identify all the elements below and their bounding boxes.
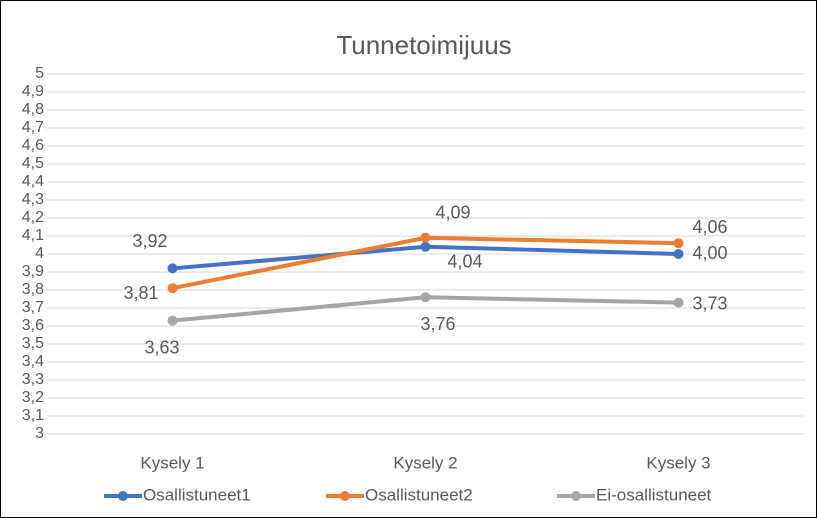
y-tick-label: 3,3 [22, 371, 44, 388]
point-marker [420, 292, 431, 303]
point-marker [420, 232, 431, 243]
y-tick-label: 3,2 [22, 389, 44, 406]
data-label: 3,92 [132, 231, 167, 251]
legend-label: Ei-osallistuneet [596, 485, 712, 504]
y-tick-label: 3,8 [22, 281, 44, 298]
data-label: 3,63 [145, 337, 180, 357]
x-tick-label: Kysely 3 [646, 453, 710, 472]
point-marker [167, 263, 178, 274]
chart-title: Tunnetoimijuus [336, 30, 511, 60]
point-marker [673, 297, 684, 308]
data-label: 4,04 [448, 252, 483, 272]
x-tick-label: Kysely 1 [140, 453, 204, 472]
y-tick-label: 3,5 [22, 335, 44, 352]
data-label: 3,81 [123, 283, 158, 303]
y-tick-label: 4,7 [22, 119, 44, 136]
y-tick-label: 4 [35, 245, 44, 262]
data-label: 3,73 [693, 293, 728, 313]
y-tick-label: 4,4 [22, 173, 44, 190]
y-tick-label: 3 [35, 425, 44, 442]
y-tick-label: 4,2 [22, 209, 44, 226]
y-tick-label: 4,6 [22, 137, 44, 154]
y-tick-label: 4,3 [22, 191, 44, 208]
y-tick-label: 3,6 [22, 317, 44, 334]
legend-marker [571, 491, 581, 501]
y-tick-label: 4,8 [22, 101, 44, 118]
legend-label: Osallistuneet2 [365, 485, 473, 504]
y-tick-label: 4,5 [22, 155, 44, 172]
data-label: 4,06 [693, 217, 728, 237]
point-marker [673, 249, 684, 259]
y-tick-label: 3,7 [22, 299, 44, 316]
y-tick-label: 3,1 [22, 407, 44, 424]
y-tick-label: 4,9 [22, 83, 44, 100]
y-tick-label: 4,1 [22, 227, 44, 244]
legend-marker [340, 491, 350, 501]
legend-marker [118, 491, 128, 501]
x-tick-label: Kysely 2 [393, 453, 457, 472]
data-label: 3,76 [421, 314, 456, 334]
point-marker [673, 238, 684, 249]
point-marker [420, 241, 431, 252]
y-tick-label: 5 [35, 65, 44, 82]
y-tick-label: 3,4 [22, 353, 44, 370]
data-label: 4,00 [693, 243, 728, 263]
y-tick-label: 3,9 [22, 263, 44, 280]
data-label: 4,09 [436, 203, 471, 223]
point-marker [167, 315, 178, 326]
point-marker [167, 283, 178, 294]
legend-label: Osallistuneet1 [143, 485, 251, 504]
